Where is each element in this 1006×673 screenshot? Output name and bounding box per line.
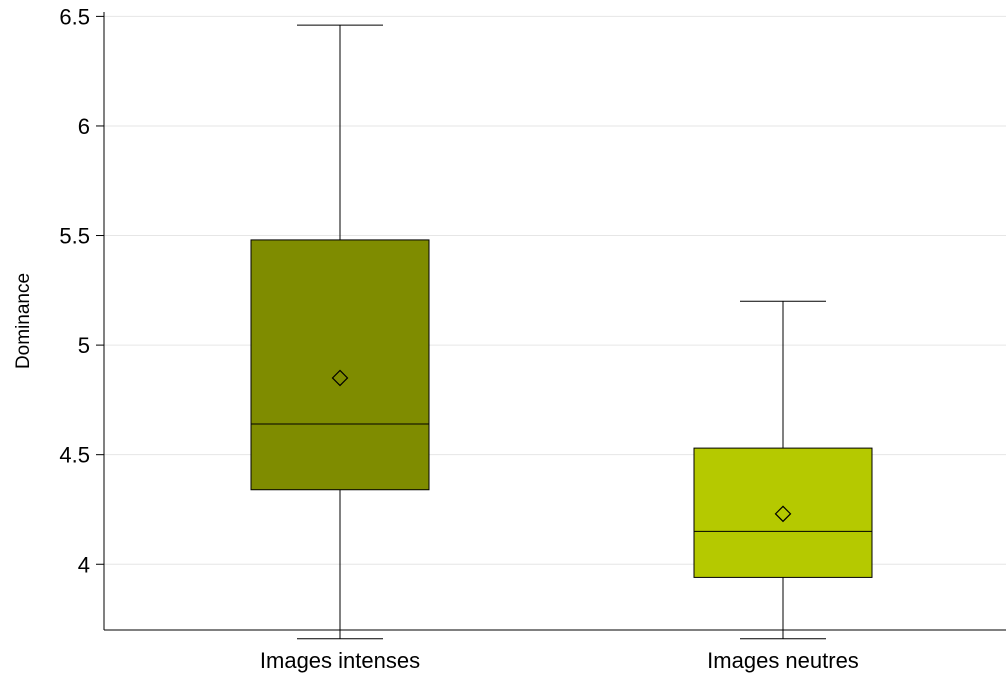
box-rect — [250, 239, 430, 491]
box-1 — [250, 24, 430, 640]
x-category-label: Images neutres — [707, 648, 859, 673]
y-tick-label: 6.5 — [59, 4, 90, 29]
boxes — [250, 24, 873, 640]
box-rect — [693, 447, 873, 578]
labels: Dominance 4 4.5 5 5.5 6 6.5 Images intenses Ima… — [13, 4, 859, 673]
y-tick-label: 5 — [78, 333, 90, 358]
box-2 — [693, 300, 873, 640]
mean-marker — [774, 505, 792, 523]
y-axis-title: Dominance — [13, 273, 34, 369]
x-category-label: Images intenses — [260, 648, 420, 673]
y-tick-label: 4.5 — [59, 443, 90, 468]
mean-marker — [331, 369, 349, 387]
y-tick-label: 4 — [78, 552, 90, 577]
y-tick-label: 6 — [78, 114, 90, 139]
axes — [96, 12, 1006, 639]
y-tick-label: 5.5 — [59, 224, 90, 249]
